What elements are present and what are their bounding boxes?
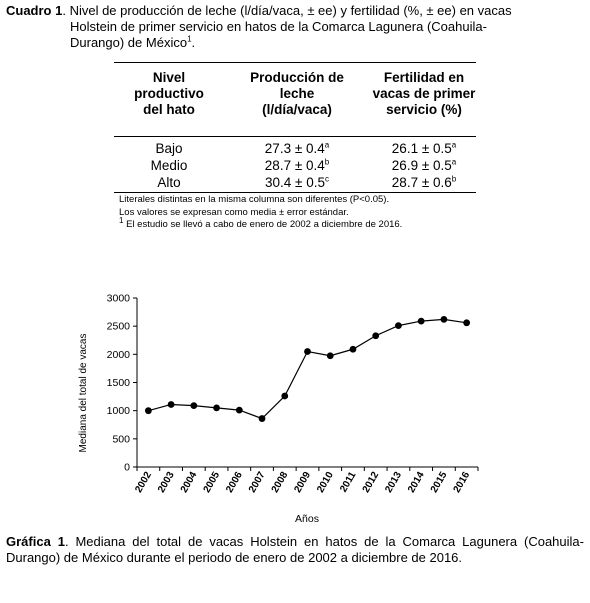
footnote-2: Los valores se expresan como media ± err… [119, 207, 349, 218]
data-point [326, 352, 334, 360]
chart-axes [133, 297, 479, 471]
table-caption-line3: Durango) de México [70, 35, 188, 50]
data-point [213, 404, 220, 412]
footnote-1: Literales distintas en la misma columna … [119, 194, 390, 205]
y-tick-label: 2500 [107, 321, 131, 333]
x-tick-label: 2002 [133, 470, 154, 495]
x-tick-label: 2010 [315, 470, 336, 495]
data-point [281, 392, 289, 400]
figure-caption-label: Gráfica 1 [6, 534, 65, 549]
row-alto-level: Alto [157, 175, 181, 190]
data-point [372, 332, 380, 340]
data-point [144, 407, 152, 415]
table-caption-end: . [191, 35, 196, 50]
table-caption: Cuadro 1. Nivel de producción de leche (… [6, 3, 584, 51]
y-tick-label: 3000 [107, 293, 131, 305]
row-bajo-milk: 27.3 ± 0.4a [264, 140, 330, 156]
data-point [440, 316, 448, 323]
data-point [304, 348, 311, 355]
y-tick-label: 500 [112, 433, 130, 445]
data-point [190, 402, 198, 409]
x-tick-label: 2005 [202, 470, 223, 495]
x-tick-label: 2014 [406, 470, 427, 495]
table-caption-line2: Holstein de primer servicio en hatos de … [70, 19, 487, 34]
x-tick-label: 2011 [338, 470, 359, 495]
table-caption-line1: . Nivel de producción de leche (l/día/va… [62, 3, 512, 18]
table-bottom-rule [114, 192, 476, 193]
header-nivel: Nivel productivo del hato [134, 70, 204, 117]
row-medio-milk: 28.7 ± 0.4b [264, 157, 330, 173]
x-tick-label: 2015 [429, 470, 450, 495]
data-point [395, 322, 402, 330]
data-point [258, 415, 266, 422]
row-alto-milk: 30.4 ± 0.5c [265, 174, 329, 190]
header-produccion: Producción de leche (l/día/vaca) [250, 70, 344, 117]
x-tick-label: 2004 [179, 470, 200, 495]
x-tick-label: 2008 [270, 470, 291, 495]
row-bajo-level: Bajo [155, 141, 183, 156]
footnote-3: 1 El estudio se llevó a cabo de enero de… [119, 215, 403, 230]
x-tick-label: 2003 [156, 470, 177, 495]
y-tick-label: 0 [124, 462, 130, 474]
table-caption-sup: 1 [187, 34, 192, 44]
data-point [235, 406, 243, 414]
table-header-rule [114, 136, 476, 137]
y-tick-label: 2000 [107, 349, 131, 361]
figure-caption-text: . Mediana del total de vacas Holstein en… [6, 534, 584, 565]
figure-caption: Gráfica 1. Mediana del total de vacas Ho… [6, 534, 584, 566]
data-point [417, 317, 425, 325]
y-tick-label: 1500 [107, 377, 131, 389]
table-caption-label: Cuadro 1 [6, 3, 63, 18]
x-tick-label: 2006 [224, 470, 245, 495]
data-point [167, 401, 175, 408]
row-bajo-fert: 26.1 ± 0.5a [391, 140, 457, 156]
row-alto-fert: 28.7 ± 0.6b [391, 174, 457, 190]
table-top-rule [114, 62, 476, 63]
x-tick-labels: 2002 2003 2004 2005 2006 2007 2008 2009 2010 2011… [133, 470, 472, 495]
y-tick-labels: 0 500 1000 1500 2000 2500 3000 [107, 293, 131, 474]
data-point [349, 345, 357, 353]
header-fertilidad: Fertilidad en vacas de primer servicio (%) [372, 70, 476, 117]
y-axis-label: Mediana del total de vacas [78, 334, 89, 453]
x-axis-label: Años [295, 513, 319, 525]
x-tick-label: 2007 [247, 470, 268, 495]
y-tick-label: 1000 [107, 405, 131, 417]
row-medio-fert: 26.9 ± 0.5a [391, 157, 457, 173]
x-tick-label: 2009 [292, 470, 313, 495]
row-medio-level: Medio [150, 158, 188, 173]
data-point [463, 319, 471, 327]
x-tick-label: 2013 [383, 470, 404, 495]
chart-series [144, 316, 471, 422]
x-tick-label: 2012 [361, 470, 382, 495]
x-tick-label: 2016 [452, 470, 473, 495]
